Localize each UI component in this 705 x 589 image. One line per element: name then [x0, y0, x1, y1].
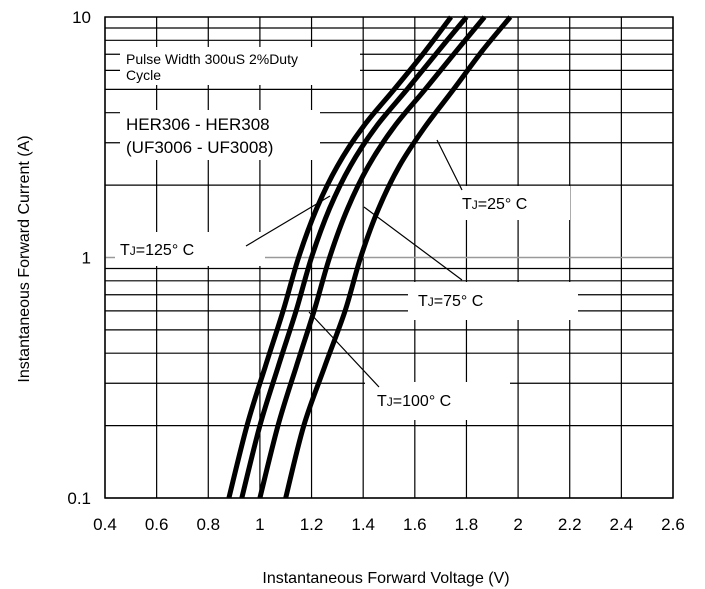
y-axis-label: Instantaneous Forward Current (A)	[16, 135, 33, 382]
callout-125-box	[115, 232, 265, 266]
series-line-2	[257, 15, 487, 499]
callout-25-box	[440, 186, 570, 220]
plot-frame	[104, 16, 674, 499]
y-tick-label: 0.1	[67, 489, 91, 508]
x-tick-label: 2	[513, 515, 522, 534]
x-tick-label: 1.6	[403, 515, 427, 534]
leader-tj-125	[245, 195, 331, 247]
callout-tj-75: TJ=75° C	[418, 293, 483, 310]
x-axis-label: Instantaneous Forward Voltage (V)	[262, 570, 509, 587]
x-tick-label: 2.2	[558, 515, 582, 534]
callout-tj-25: TJ=25° C	[462, 196, 527, 213]
series-line-1	[239, 15, 469, 499]
y-tick-label: 10	[72, 8, 91, 27]
x-tick-label: 1.2	[300, 515, 324, 534]
tick-labels: 0.4 0.6 0.8 1 1.2 1.4 1.6 1.8 2 2.2 2.4 2.6 0.1 1 10	[67, 8, 684, 534]
leader-tj-100	[308, 311, 380, 388]
part-note-line2: (UF3006 - UF3008)	[126, 138, 273, 157]
x-tick-label: 1.8	[455, 515, 479, 534]
x-tick-label: 2.4	[610, 515, 634, 534]
x-tick-label: 2.6	[661, 515, 685, 534]
x-tick-label: 0.8	[196, 515, 220, 534]
x-tick-label: 1.4	[351, 515, 375, 534]
x-tick-label: 0.6	[145, 515, 169, 534]
leader-tj-75	[363, 206, 463, 281]
pulse-note-box	[120, 47, 360, 85]
series-line-3	[283, 15, 513, 499]
pulse-note-line2: Cycle	[126, 67, 161, 83]
part-note-box	[120, 110, 320, 160]
callout-tj-125: TJ=125° C	[120, 242, 194, 259]
curves	[226, 15, 513, 499]
part-note-line1: HER306 - HER308	[126, 115, 270, 134]
y-tick-label: 1	[82, 249, 91, 268]
callout-100-box	[365, 382, 510, 420]
x-tick-label: 0.4	[93, 515, 117, 534]
series-line-0	[226, 15, 453, 499]
pulse-note-line1: Pulse Width 300uS 2%Duty	[126, 51, 298, 67]
x-tick-label: 1	[255, 515, 264, 534]
leader-tj-25	[436, 139, 463, 191]
callout-tj-100: TJ=100° C	[377, 393, 451, 410]
callout-75-box	[408, 282, 578, 320]
